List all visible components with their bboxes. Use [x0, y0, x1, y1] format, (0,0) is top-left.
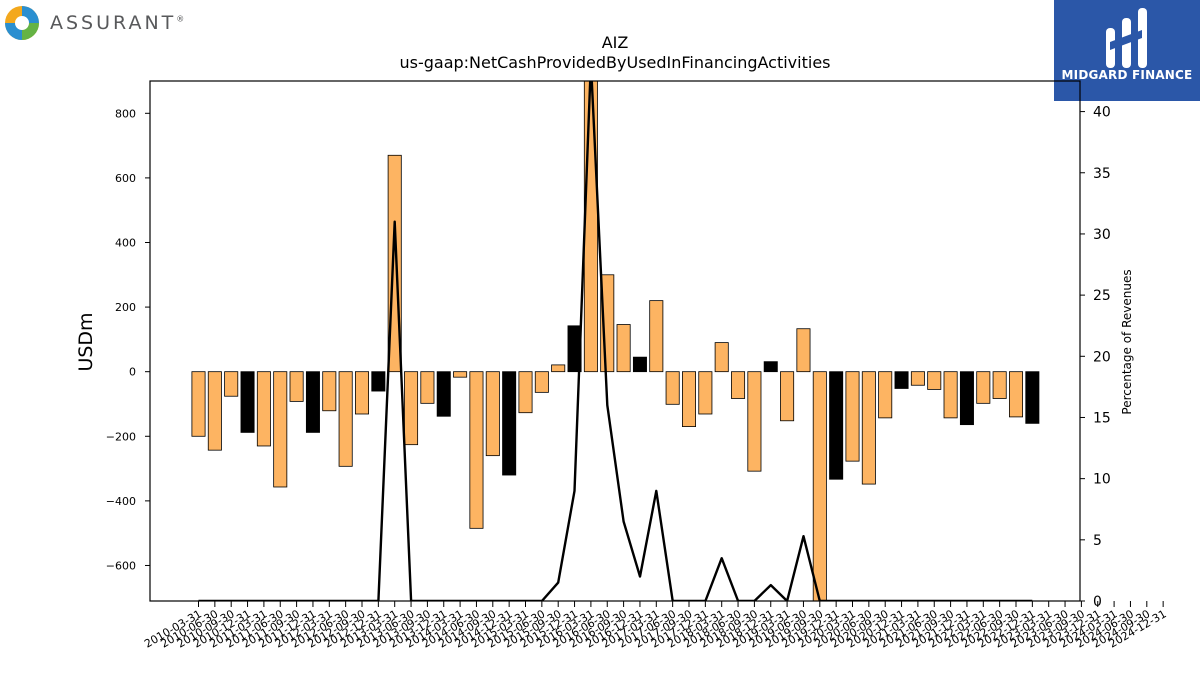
bar [256, 371, 271, 447]
y-tick-label: −400 [106, 495, 136, 508]
bar [273, 371, 288, 488]
y-axis-label: USDm [75, 312, 97, 371]
bar [959, 371, 974, 426]
bar [796, 328, 811, 373]
bar [224, 371, 239, 397]
bar [354, 371, 369, 415]
bar [943, 371, 958, 419]
y-tick-label: −200 [106, 430, 136, 443]
assurant-globe-icon [5, 6, 39, 40]
y-tick-label: 800 [115, 107, 136, 120]
bar [747, 371, 762, 472]
midgard-mark-icon [1106, 8, 1147, 68]
bar [763, 361, 778, 373]
bar [649, 300, 664, 373]
y2-tick-label: 35 [1093, 166, 1111, 182]
assurant-wordmark: ASSURANT® [50, 12, 185, 34]
y2-tick-label: 15 [1093, 410, 1111, 426]
chart-subtitle: us-gaap:NetCashProvidedByUsedInFinancing… [399, 53, 830, 72]
bar [338, 371, 353, 467]
y-tick-label: −600 [106, 559, 136, 572]
bar [682, 371, 697, 427]
bar [780, 371, 795, 422]
bar [616, 324, 631, 373]
bar [518, 371, 533, 414]
bar [910, 371, 925, 386]
y2-tick-label: 30 [1093, 227, 1111, 243]
bar [992, 371, 1007, 399]
y2-tick-label: 10 [1093, 472, 1111, 488]
bar [305, 371, 320, 433]
y2-tick-label: 5 [1093, 533, 1102, 549]
bar [632, 356, 647, 373]
y2-tick-label: 40 [1093, 105, 1111, 121]
bar [894, 371, 909, 389]
y2-axis-label: Percentage of Revenues [1120, 269, 1134, 414]
plot-frame [149, 80, 1081, 602]
bar [207, 371, 222, 451]
y2-tick-label: 20 [1093, 349, 1111, 365]
midgard-wordmark: MIDGARD FINANCE [1061, 68, 1193, 82]
y-tick-label: 0 [129, 366, 136, 379]
bar [1009, 371, 1024, 418]
pct-of-revenue-line [198, 81, 1033, 601]
bar [731, 371, 746, 399]
bar [485, 371, 500, 457]
bar [665, 371, 680, 405]
bar [240, 371, 255, 433]
assurant-logo: ASSURANT® [4, 4, 184, 42]
bar [567, 325, 582, 373]
bar [812, 371, 827, 601]
bar [420, 371, 435, 404]
bar [714, 342, 729, 373]
bar [453, 371, 468, 378]
bar [829, 371, 844, 480]
bar [371, 371, 386, 392]
bar [502, 371, 517, 476]
bar [1025, 371, 1040, 424]
midgard-finance-logo: MIDGARD FINANCE [1054, 0, 1200, 101]
bar [404, 371, 419, 446]
bar [845, 371, 860, 462]
bar [469, 371, 484, 529]
y2-tick-label: 25 [1093, 288, 1111, 304]
y-tick-label: 200 [115, 301, 136, 314]
bar [534, 371, 549, 393]
bar [878, 371, 893, 419]
bar [322, 371, 337, 412]
bar [551, 364, 566, 373]
bar [436, 371, 451, 417]
bar [976, 371, 991, 404]
y-tick-label: 400 [115, 236, 136, 249]
bar [191, 371, 206, 437]
bar [698, 371, 713, 415]
bar [289, 371, 304, 402]
bar [861, 371, 876, 485]
bar [927, 371, 942, 390]
chart-title: AIZ [602, 33, 629, 52]
y-tick-label: 600 [115, 172, 136, 185]
